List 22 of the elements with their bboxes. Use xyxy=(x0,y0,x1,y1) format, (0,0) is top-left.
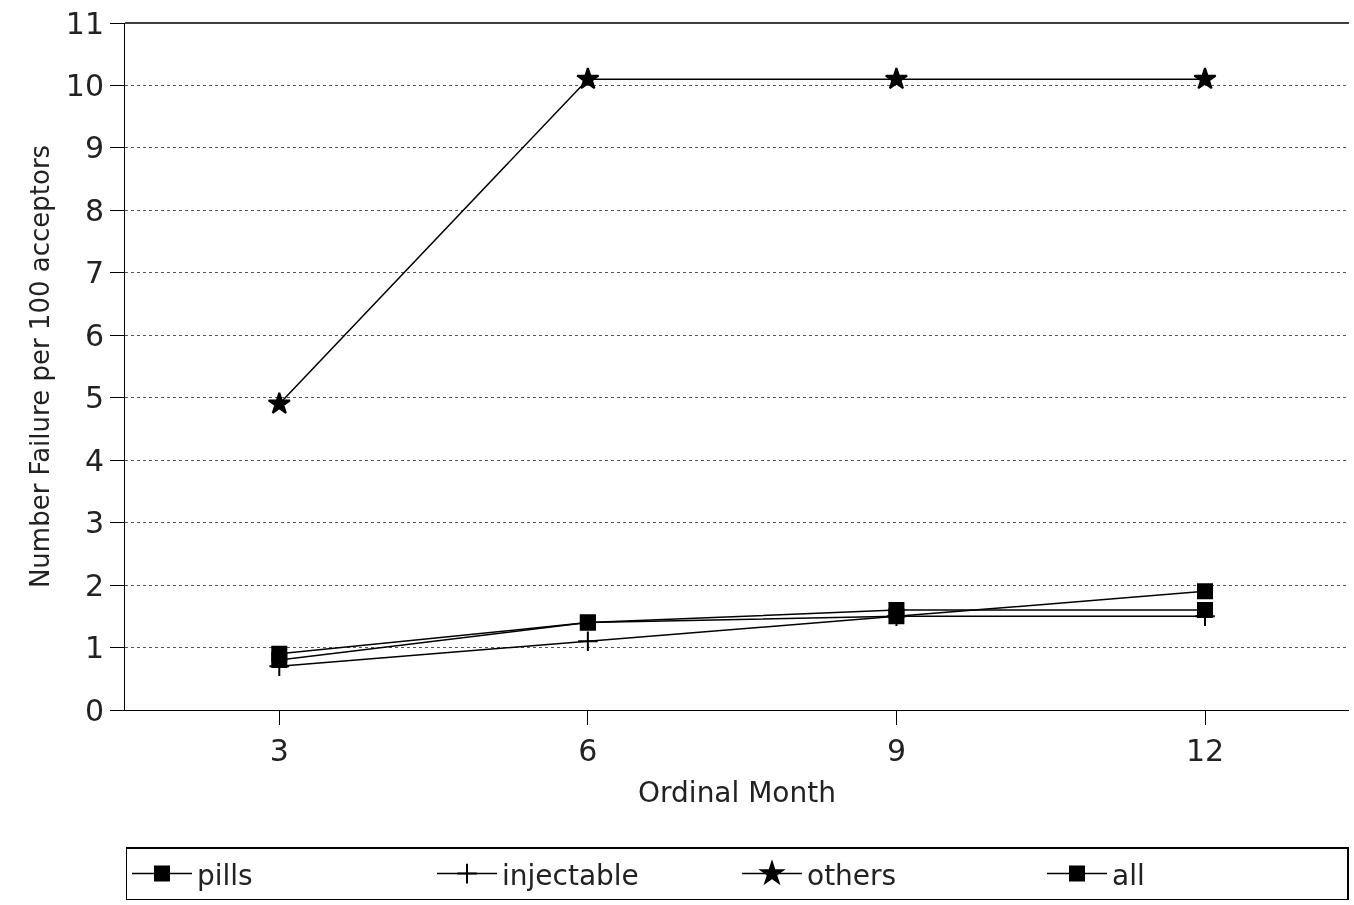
y-axis-title: Number Failure per 100 acceptors xyxy=(25,144,56,589)
legend-label: all xyxy=(1112,858,1145,892)
x-tick-label: 3 xyxy=(269,733,289,768)
x-tick-label: 12 xyxy=(1185,733,1225,768)
y-tick-label: 11 xyxy=(65,5,104,41)
y-tick-label: 4 xyxy=(84,442,104,478)
y-tick-label: 8 xyxy=(84,192,104,228)
y-tick-label: 3 xyxy=(84,505,104,541)
y-tick-label: 9 xyxy=(84,130,104,166)
x-tick-label: 6 xyxy=(578,733,598,768)
y-tick-label: 0 xyxy=(84,692,104,728)
y-tick-label: 1 xyxy=(84,630,104,666)
legend-label: injectable xyxy=(502,858,639,892)
y-tick-label: 7 xyxy=(84,255,104,291)
y-tick-label: 2 xyxy=(84,567,104,603)
y-tick-label: 6 xyxy=(84,317,104,353)
legend-label: pills xyxy=(197,858,253,892)
legend-label: others xyxy=(807,858,897,892)
y-tick-label: 5 xyxy=(84,380,104,416)
x-axis-title: Ordinal Month xyxy=(638,776,836,810)
y-tick-label: 10 xyxy=(65,67,104,103)
x-tick-label: 9 xyxy=(886,733,906,768)
